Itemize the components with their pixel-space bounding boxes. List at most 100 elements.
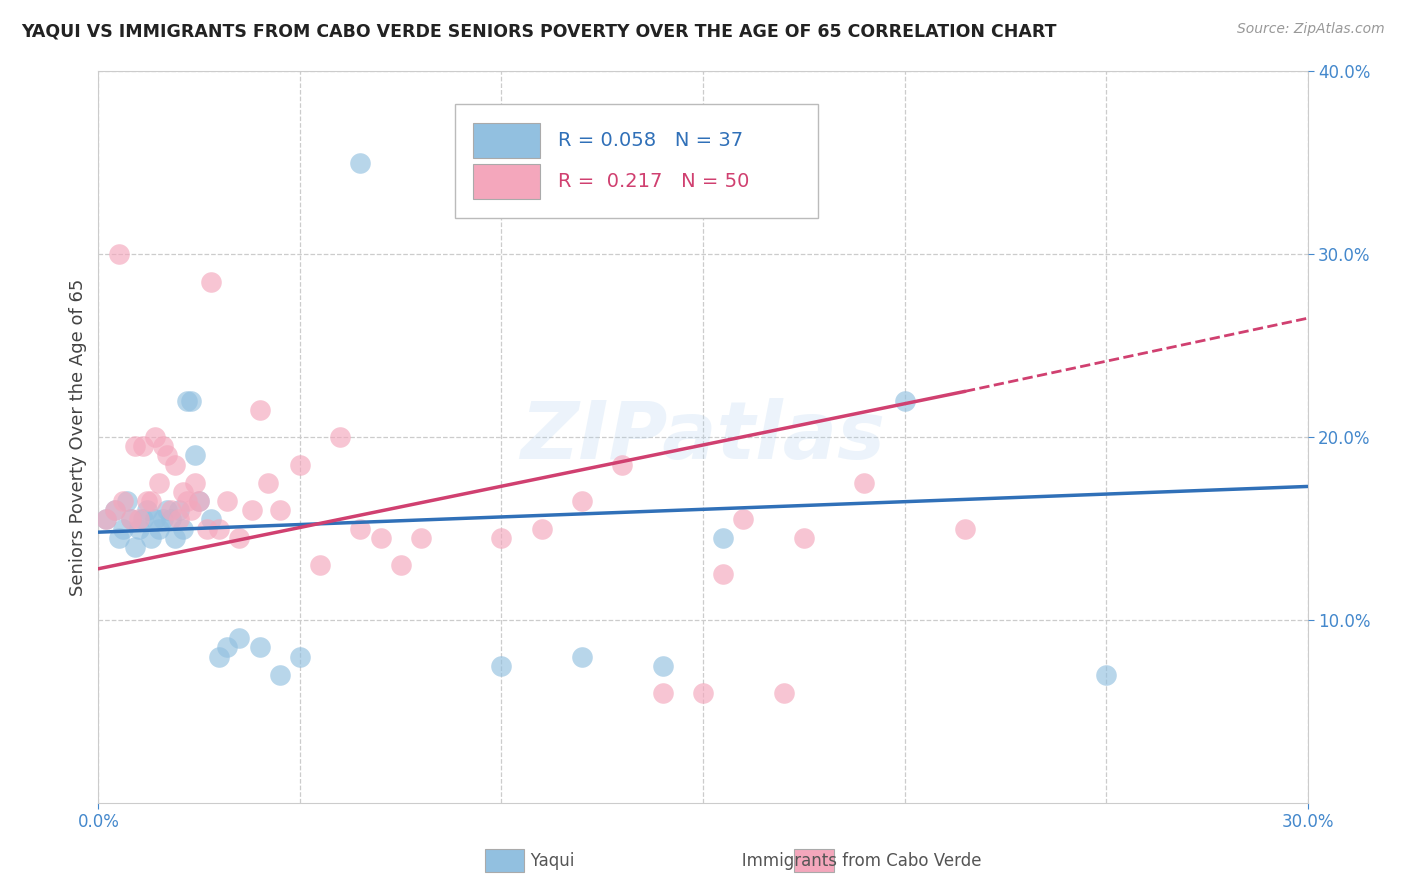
- Point: [329, 430, 352, 444]
- Point: [128, 521, 150, 535]
- Point: [200, 512, 222, 526]
- Point: [120, 512, 142, 526]
- Point: [349, 521, 371, 535]
- Point: [156, 448, 179, 462]
- Point: [152, 439, 174, 453]
- Point: [217, 640, 239, 655]
- Point: [132, 439, 155, 453]
- Point: [184, 448, 207, 462]
- Point: [200, 275, 222, 289]
- Point: [491, 531, 513, 545]
- Point: [349, 156, 371, 170]
- Point: [96, 512, 118, 526]
- Point: [571, 494, 593, 508]
- Point: [409, 531, 432, 545]
- Point: [793, 531, 815, 545]
- Point: [612, 458, 634, 472]
- Point: [103, 503, 125, 517]
- Point: [160, 503, 183, 517]
- Point: [124, 540, 146, 554]
- Point: [180, 393, 202, 408]
- Text: YAQUI VS IMMIGRANTS FROM CABO VERDE SENIORS POVERTY OVER THE AGE OF 65 CORRELATI: YAQUI VS IMMIGRANTS FROM CABO VERDE SENI…: [21, 22, 1056, 40]
- Point: [111, 494, 134, 508]
- Point: [733, 512, 755, 526]
- Point: [249, 640, 271, 655]
- Point: [240, 503, 263, 517]
- Y-axis label: Seniors Poverty Over the Age of 65: Seniors Poverty Over the Age of 65: [69, 278, 87, 596]
- Point: [711, 531, 734, 545]
- Point: [195, 521, 218, 535]
- Point: [208, 649, 231, 664]
- Point: [772, 686, 794, 700]
- Point: [148, 521, 170, 535]
- Point: [893, 393, 915, 408]
- Point: [180, 503, 202, 517]
- Point: [120, 512, 142, 526]
- Point: [530, 521, 553, 535]
- Point: [249, 402, 271, 417]
- Point: [288, 649, 311, 664]
- Point: [143, 512, 166, 526]
- Point: [167, 503, 190, 517]
- Point: [711, 567, 734, 582]
- FancyBboxPatch shape: [485, 849, 524, 872]
- Point: [128, 512, 150, 526]
- Text: R =  0.217   N = 50: R = 0.217 N = 50: [558, 172, 749, 191]
- Text: ZIPatlas: ZIPatlas: [520, 398, 886, 476]
- Point: [692, 686, 714, 700]
- Point: [188, 494, 211, 508]
- Point: [228, 531, 250, 545]
- Point: [160, 512, 183, 526]
- Point: [103, 503, 125, 517]
- Point: [571, 649, 593, 664]
- Point: [269, 667, 291, 681]
- Point: [172, 521, 194, 535]
- Point: [1095, 667, 1118, 681]
- Point: [217, 494, 239, 508]
- Point: [115, 494, 138, 508]
- Point: [143, 430, 166, 444]
- Point: [651, 658, 673, 673]
- Point: [389, 558, 412, 573]
- Point: [172, 485, 194, 500]
- Point: [188, 494, 211, 508]
- Point: [309, 558, 332, 573]
- FancyBboxPatch shape: [474, 164, 540, 199]
- Point: [139, 531, 162, 545]
- Text: Immigrants from Cabo Verde: Immigrants from Cabo Verde: [706, 852, 981, 870]
- Point: [139, 494, 162, 508]
- Point: [184, 475, 207, 490]
- Point: [132, 512, 155, 526]
- Point: [176, 494, 198, 508]
- Point: [651, 686, 673, 700]
- FancyBboxPatch shape: [474, 122, 540, 158]
- Point: [152, 512, 174, 526]
- Point: [156, 503, 179, 517]
- Point: [135, 494, 157, 508]
- Point: [148, 475, 170, 490]
- Point: [288, 458, 311, 472]
- Text: Source: ZipAtlas.com: Source: ZipAtlas.com: [1237, 22, 1385, 37]
- Point: [208, 521, 231, 535]
- Text: Yaqui: Yaqui: [494, 852, 575, 870]
- Point: [124, 439, 146, 453]
- Point: [111, 521, 134, 535]
- Point: [176, 393, 198, 408]
- Point: [256, 475, 278, 490]
- Point: [167, 512, 190, 526]
- Point: [163, 458, 186, 472]
- Point: [491, 658, 513, 673]
- Point: [107, 247, 129, 261]
- FancyBboxPatch shape: [794, 849, 834, 872]
- Point: [370, 531, 392, 545]
- Point: [953, 521, 976, 535]
- Point: [853, 475, 876, 490]
- Point: [228, 632, 250, 646]
- Point: [269, 503, 291, 517]
- Text: R = 0.058   N = 37: R = 0.058 N = 37: [558, 130, 742, 150]
- Point: [107, 531, 129, 545]
- Point: [163, 531, 186, 545]
- Point: [135, 503, 157, 517]
- FancyBboxPatch shape: [456, 104, 818, 218]
- Point: [96, 512, 118, 526]
